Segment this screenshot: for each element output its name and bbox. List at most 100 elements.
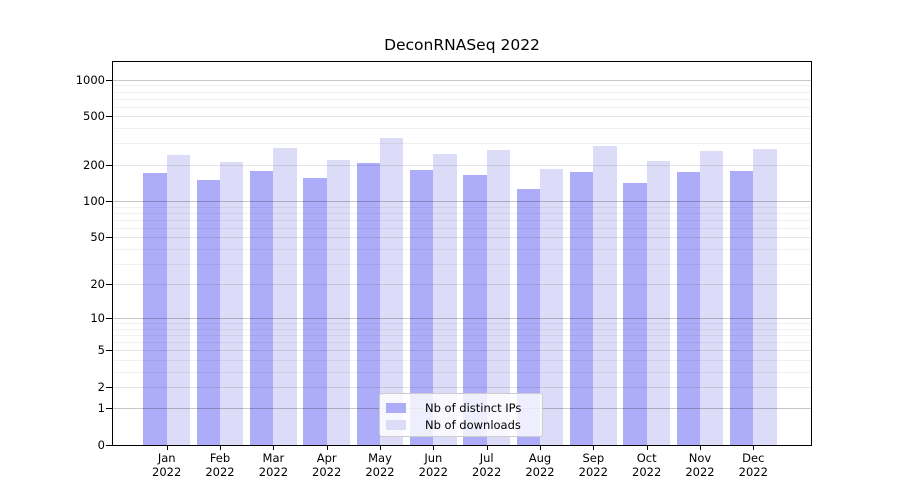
month-label: Sep [582, 451, 605, 465]
month-label: Jan [157, 451, 176, 465]
month-label: Jun [424, 451, 443, 465]
year-label: 2022 [632, 465, 662, 479]
bar-nb-of-downloads-jun [433, 154, 457, 445]
y-tick-label-2: 2 [97, 379, 105, 394]
gridline-y-500 [113, 116, 811, 118]
gridline-minor-y-80 [113, 212, 811, 214]
x-tick-label-oct: Oct 2022 [615, 451, 679, 479]
y-tick-label-1: 1 [97, 401, 105, 416]
bar-nb-of-distinct-ips-oct [623, 182, 647, 445]
year-label: 2022 [152, 465, 182, 479]
x-tick-mark-jul [486, 445, 488, 450]
gridline-y-1000 [113, 79, 811, 81]
month-label: Jul [479, 451, 494, 465]
x-tick-mark-may [380, 445, 381, 450]
x-tick-label-dec: Dec 2022 [721, 451, 785, 479]
bar-nb-of-downloads-jan [166, 154, 190, 445]
bar-nb-of-distinct-ips-sep [570, 172, 594, 445]
gridline-y-20 [113, 284, 811, 286]
x-tick-mark-jun [433, 445, 435, 450]
bar-nb-of-downloads-feb [220, 162, 244, 445]
bar-nb-of-distinct-ips-mar [250, 170, 274, 445]
bar-nb-of-downloads-may [380, 137, 404, 445]
gridline-minor-y-9 [113, 323, 811, 325]
gridline-minor-y-4 [113, 359, 811, 361]
gridline-minor-y-7 [113, 335, 811, 337]
x-tick-mark-feb [220, 445, 221, 450]
bar-nb-of-distinct-ips-apr [303, 178, 327, 445]
legend-label-distinct-ips: Nb of distinct IPs [425, 401, 522, 415]
y-tick-label-5: 5 [97, 343, 105, 358]
y-tick-mark-10 [106, 318, 112, 320]
month-label: Nov [688, 451, 712, 465]
gridline-minor-y-8 [113, 328, 811, 330]
y-tick-mark-100 [106, 201, 112, 202]
bar-nb-of-downloads-nov [700, 151, 724, 445]
bar-nb-of-downloads-apr [326, 159, 350, 445]
year-label: 2022 [258, 465, 289, 479]
bar-nb-of-downloads-jul [486, 149, 510, 445]
x-tick-label-apr: Apr 2022 [295, 451, 359, 479]
month-label: Mar [262, 451, 285, 465]
gridline-minor-y-900 [113, 85, 811, 87]
y-tick-mark-500 [106, 116, 112, 118]
x-tick-mark-apr [326, 445, 328, 450]
y-tick-mark-1 [106, 408, 112, 410]
x-tick-label-jun: Jun 2022 [401, 451, 465, 479]
gridline-minor-y-70 [113, 219, 811, 221]
y-tick-mark-20 [106, 284, 112, 286]
gridline-minor-y-40 [113, 248, 811, 250]
y-tick-label-100: 100 [83, 194, 105, 208]
gridline-minor-y-6 [113, 342, 811, 344]
bar-nb-of-downloads-mar [273, 147, 297, 445]
x-tick-label-mar: Mar 2022 [241, 451, 305, 479]
y-tick-label-50: 50 [90, 230, 105, 245]
bar-nb-of-distinct-ips-nov [676, 172, 700, 445]
y-tick-label-1000: 1000 [75, 72, 105, 87]
year-label: 2022 [418, 465, 448, 479]
y-tick-mark-1000 [106, 79, 112, 81]
gridline-minor-y-400 [113, 128, 811, 130]
legend-swatch-distinct-ips [386, 403, 406, 413]
legend-item-distinct-ips: Nb of distinct IPs [386, 400, 542, 416]
x-tick-label-jul: Jul 2022 [455, 451, 519, 479]
gridline-minor-y-90 [113, 206, 811, 208]
gridline-minor-y-600 [113, 106, 811, 108]
bar-nb-of-distinct-ips-jul [463, 175, 487, 445]
month-label: Oct [636, 451, 657, 465]
x-tick-label-aug: Aug 2022 [508, 451, 572, 479]
chart-title: DeconRNASeq 2022 [384, 36, 540, 54]
x-tick-label-nov: Nov 2022 [668, 451, 732, 479]
bar-nb-of-downloads-sep [593, 146, 617, 445]
year-label: 2022 [685, 465, 715, 479]
y-tick-label-20: 20 [90, 277, 105, 292]
y-tick-mark-50 [106, 237, 112, 239]
y-tick-label-500: 500 [83, 109, 105, 124]
x-tick-mark-oct [646, 445, 648, 450]
year-label: 2022 [738, 465, 768, 479]
y-tick-mark-200 [106, 164, 112, 166]
legend-label-downloads: Nb of downloads [425, 418, 521, 432]
y-tick-label-0: 0 [97, 438, 105, 452]
x-tick-mark-sep [593, 445, 595, 450]
bar-nb-of-distinct-ips-jan [143, 172, 167, 445]
bar-nb-of-distinct-ips-may [356, 163, 381, 445]
y-tick-mark-0 [106, 445, 112, 446]
x-tick-label-jan: Jan 2022 [135, 451, 199, 479]
x-tick-mark-aug [540, 445, 541, 450]
gridline-y-100 [113, 201, 811, 202]
bar-nb-of-downloads-aug [540, 169, 564, 445]
gridline-y-10 [113, 318, 811, 320]
gridline-y-5 [113, 350, 811, 352]
gridline-minor-y-700 [113, 98, 811, 100]
gridline-minor-y-800 [113, 91, 811, 93]
year-label: 2022 [525, 465, 555, 479]
gridline-minor-y-60 [113, 227, 811, 229]
bar-nb-of-distinct-ips-dec [730, 170, 754, 445]
bar-nb-of-downloads-oct [646, 160, 670, 445]
x-tick-mark-dec [753, 445, 755, 450]
year-label: 2022 [472, 465, 502, 479]
gridline-y-2 [113, 386, 811, 388]
year-label: 2022 [312, 465, 342, 479]
